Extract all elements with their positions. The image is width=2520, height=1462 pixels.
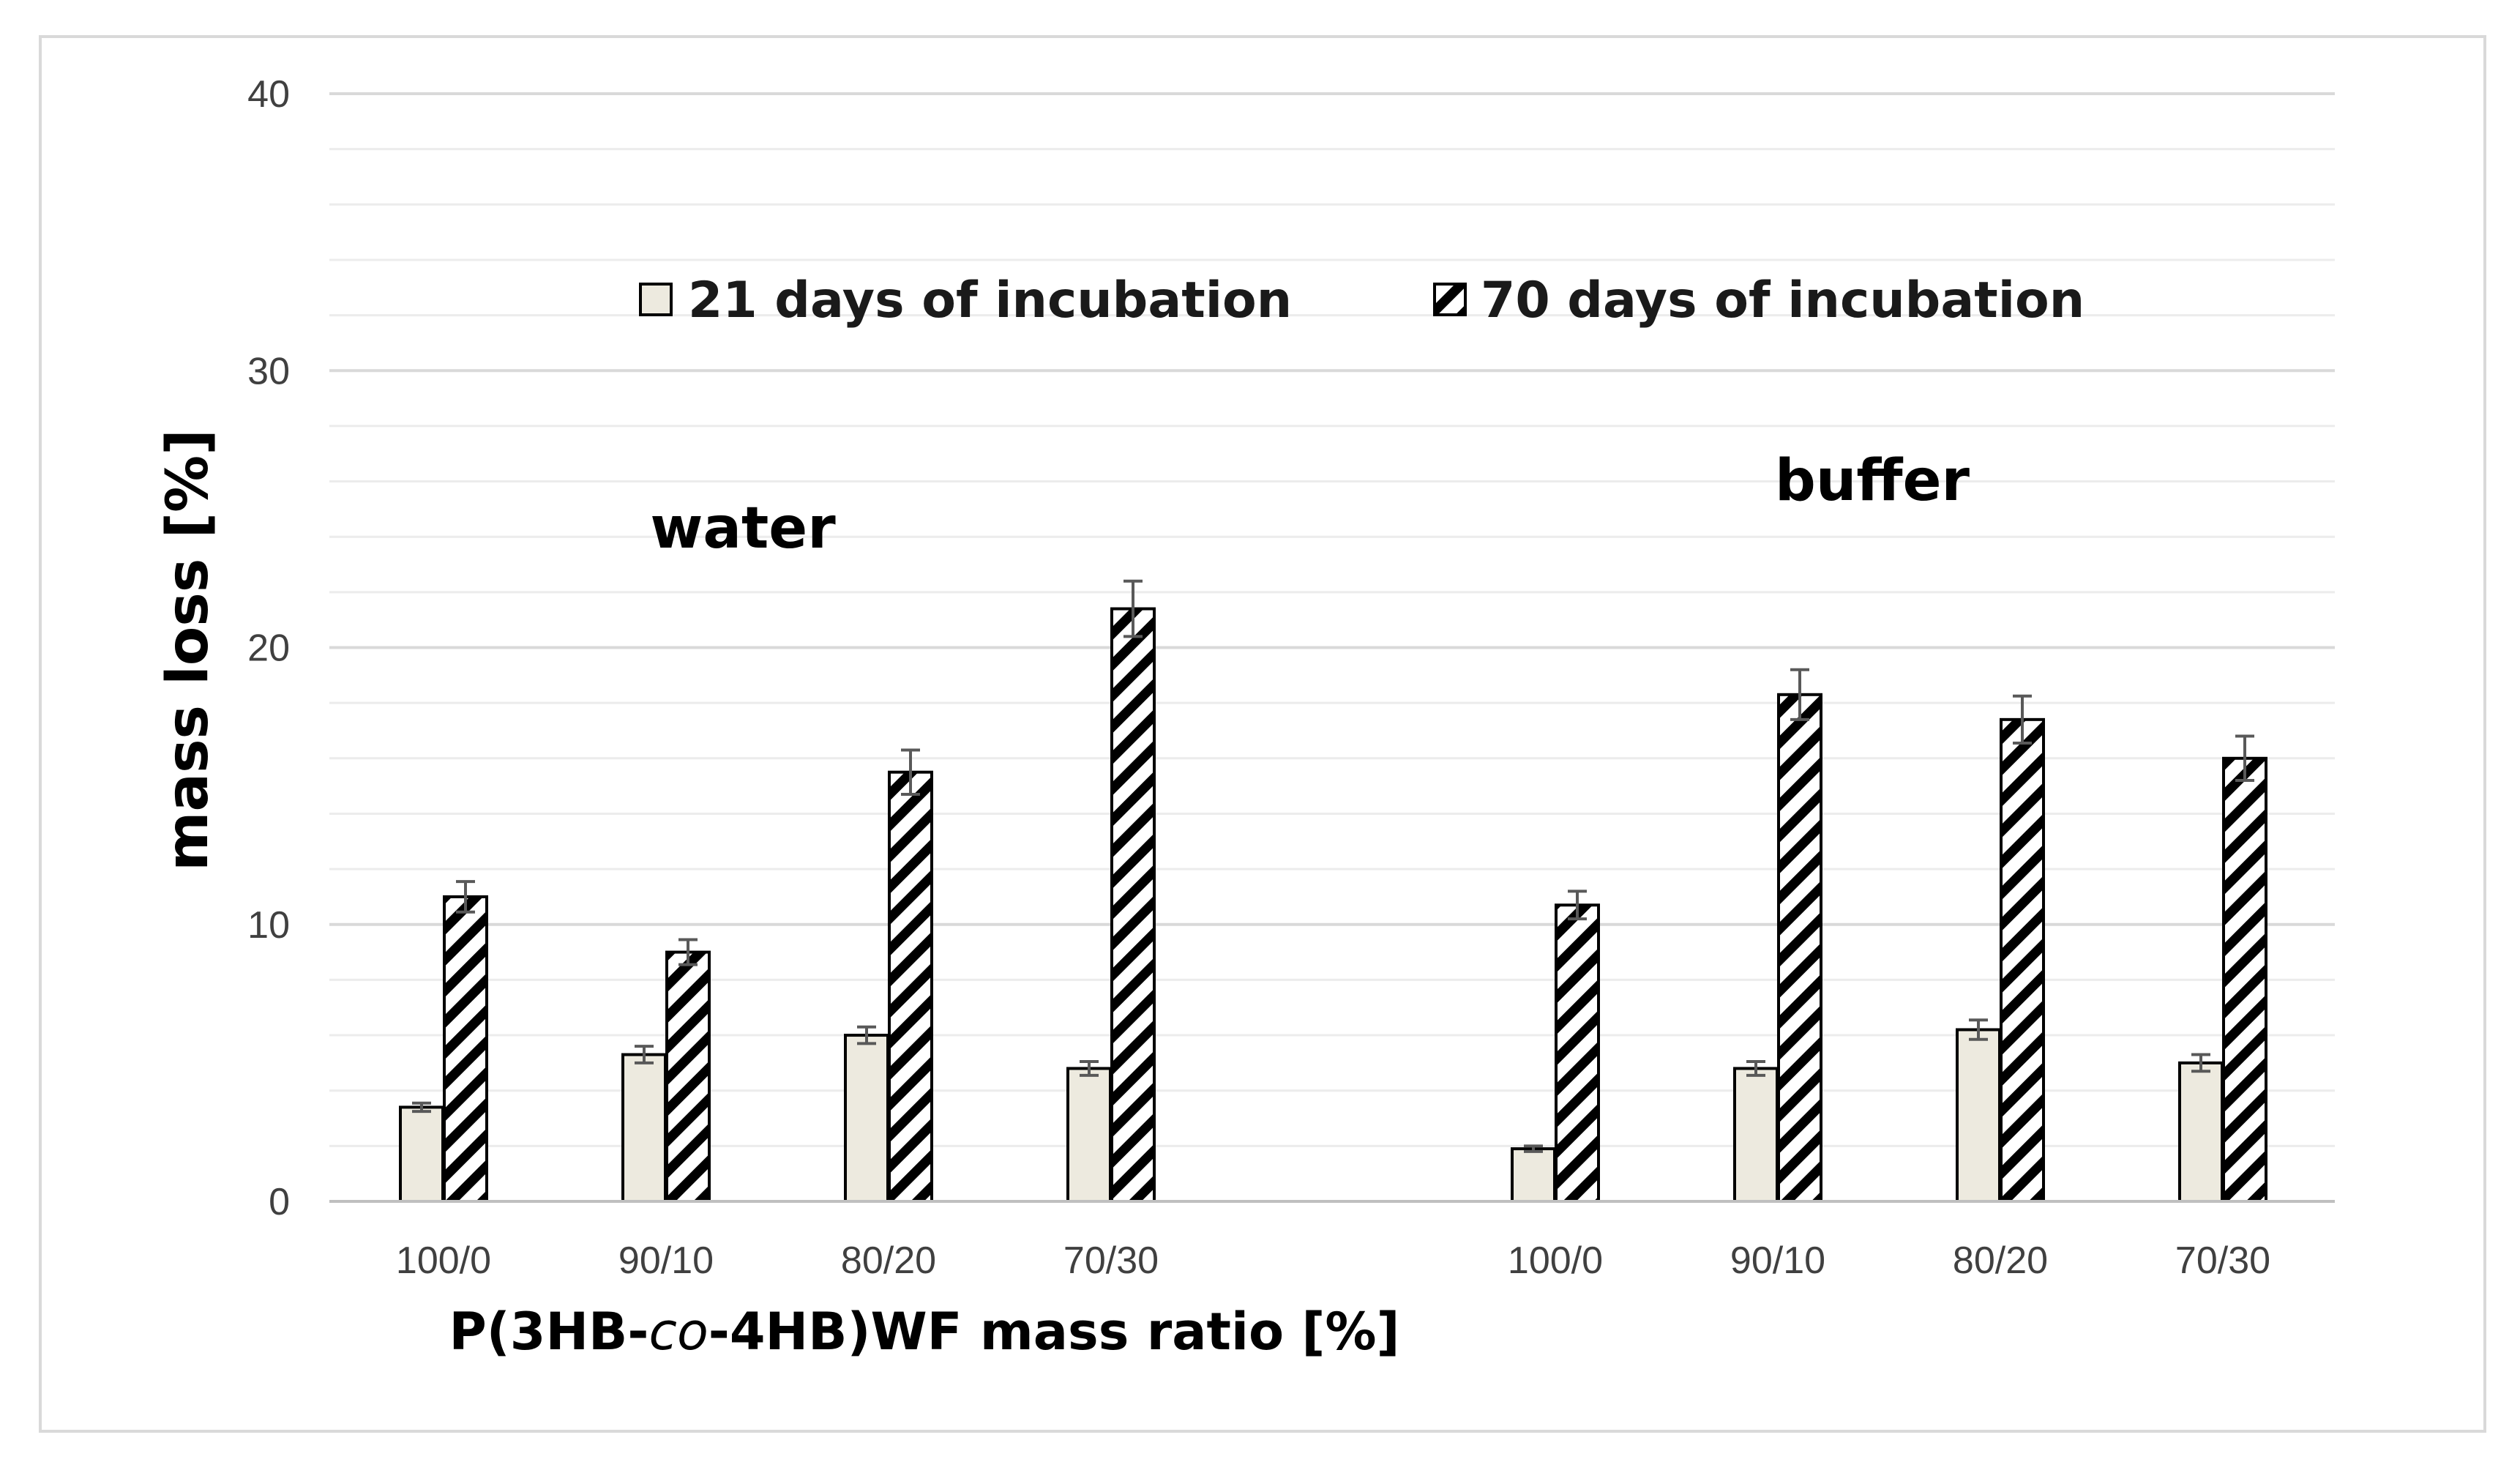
bar-21-days <box>399 1105 444 1204</box>
x-tick-label: 80/20 <box>1953 1239 2048 1282</box>
bar-70-days <box>1110 607 1156 1203</box>
error-bar <box>456 880 475 914</box>
legend-swatch-70-days <box>1433 283 1467 316</box>
error-bar <box>1746 1059 1765 1077</box>
error-bars <box>412 579 2254 1153</box>
x-axis-title-italic: co <box>648 1302 708 1362</box>
group-label-water: water <box>650 496 836 562</box>
bar-70-days <box>665 950 711 1203</box>
bar-21-days <box>2178 1061 2224 1203</box>
x-tick-label: 80/20 <box>841 1239 936 1282</box>
group-label-buffer: buffer <box>1775 448 1970 514</box>
bar-21-days <box>1956 1028 2001 1203</box>
y-tick-label: 20 <box>247 627 290 670</box>
error-bar <box>1568 889 1587 921</box>
x-tick-label: 90/10 <box>618 1239 714 1282</box>
y-tick-label: 10 <box>247 904 290 947</box>
error-bar <box>2235 734 2254 783</box>
bar-21-days <box>621 1053 667 1203</box>
error-bar <box>1524 1144 1543 1153</box>
bar-70-days <box>888 770 933 1203</box>
bar-21-days <box>1511 1147 1556 1203</box>
x-axis-title-suffix: -4HB)WF mass ratio [%] <box>708 1302 1400 1362</box>
error-bar <box>1123 579 1143 638</box>
x-tick-label: 100/0 <box>1508 1239 1603 1282</box>
x-tick-label: 70/30 <box>1063 1239 1159 1282</box>
legend-label-70-days: 70 days of incubation <box>1481 272 2085 329</box>
y-tick-label: 0 <box>269 1181 290 1223</box>
bar-21-days <box>844 1034 889 1204</box>
error-bar <box>901 748 920 796</box>
bar-70-days <box>443 895 488 1204</box>
error-bar <box>1969 1018 1988 1041</box>
error-bar <box>857 1025 876 1045</box>
error-bar <box>412 1101 431 1114</box>
bar-70-days <box>2222 756 2267 1204</box>
error-bar <box>2013 694 2032 745</box>
bar-21-days <box>1066 1067 1112 1203</box>
y-tick-label: 30 <box>247 350 290 392</box>
bars <box>399 607 2267 1204</box>
x-axis-title-prefix: P(3HB- <box>449 1302 648 1362</box>
x-axis-tick-labels: 100/0 90/10 80/20 70/30 100/0 90/10 80/20 70/30 <box>396 1239 2270 1282</box>
legend: 21 days of incubation 70 days of incubat… <box>639 272 2085 329</box>
x-tick-label: 70/30 <box>2175 1239 2270 1282</box>
error-bar <box>1790 668 1809 721</box>
bar-70-days <box>1777 693 1822 1203</box>
error-bar <box>678 938 698 966</box>
y-axis-tick-labels: 0 10 20 30 40 <box>247 73 290 1223</box>
bar-21-days <box>1733 1067 1779 1203</box>
bar-70-days <box>1555 903 1600 1203</box>
x-axis-title: P(3HB-co-4HB)WF mass ratio [%] <box>449 1302 1399 1362</box>
x-tick-label: 100/0 <box>396 1239 491 1282</box>
minor-gridlines <box>329 148 2335 1147</box>
error-bar <box>1080 1059 1099 1077</box>
error-bar <box>2191 1053 2210 1073</box>
y-tick-label: 40 <box>247 73 290 116</box>
error-bar <box>635 1045 654 1064</box>
legend-swatch-21-days <box>639 283 673 316</box>
chart-frame <box>39 35 2486 1433</box>
bar-70-days <box>2000 717 2045 1203</box>
x-tick-label: 90/10 <box>1730 1239 1825 1282</box>
y-axis-title: mass loss [%] <box>155 429 221 871</box>
legend-label-21-days: 21 days of incubation <box>688 272 1292 329</box>
